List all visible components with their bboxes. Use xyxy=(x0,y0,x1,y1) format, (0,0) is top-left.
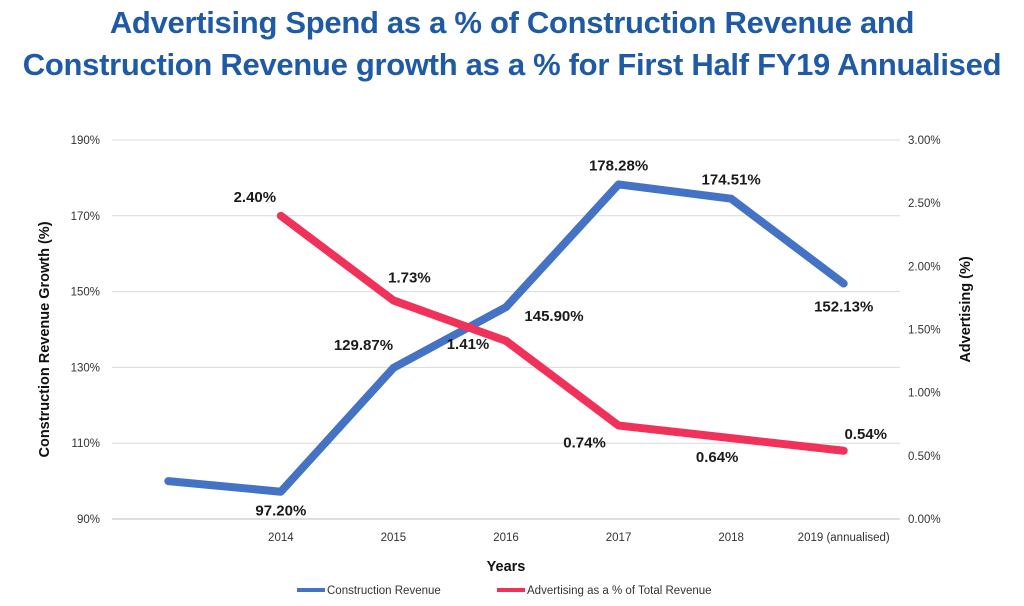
gridlines xyxy=(112,139,900,520)
x-axis-tick-label: 2016 xyxy=(493,532,519,544)
chart-title-line-2: Construction Revenue growth as a % for F… xyxy=(22,47,1002,82)
right-axis-tick-label: 1.00% xyxy=(908,388,941,400)
right-axis-title: Advertising (%) xyxy=(958,256,974,363)
data-labels: 97.20% 129.87% 145.90% 178.28% 174.51% 152.13… xyxy=(234,157,887,519)
legend: Construction Revenue Advertising as a % o… xyxy=(297,585,712,597)
legend-label: Construction Revenue xyxy=(327,585,441,597)
chart-title: Advertising Spend as a % of Construction… xyxy=(0,2,1024,86)
series-lines xyxy=(164,180,848,496)
data-label: 1.41% xyxy=(447,336,490,353)
data-label: 2.40% xyxy=(234,189,277,206)
data-label: 129.87% xyxy=(334,337,393,354)
left-axis-tick-label: 170% xyxy=(71,211,100,223)
data-label: 97.20% xyxy=(255,503,306,520)
right-axis-tick-label: 2.50% xyxy=(908,198,941,210)
data-label: 178.28% xyxy=(589,157,648,174)
data-label: 152.13% xyxy=(814,299,873,316)
left-axis-tick-label: 130% xyxy=(71,362,100,374)
data-label: 145.90% xyxy=(524,308,583,325)
legend-label: Advertising as a % of Total Revenue xyxy=(527,585,712,597)
left-axis-tick-label: 150% xyxy=(71,287,100,299)
right-axis-tick-label: 0.00% xyxy=(908,514,941,526)
x-axis-title: Years xyxy=(487,559,526,575)
x-axis-tick-label: 2015 xyxy=(381,532,407,544)
data-label: 0.64% xyxy=(696,449,739,466)
x-axis-tick-label: 2017 xyxy=(606,532,632,544)
left-axis-tick-label: 90% xyxy=(77,514,100,526)
data-label: 1.73% xyxy=(388,269,431,286)
x-axis-tick-label: 2014 xyxy=(268,532,294,544)
right-axis-tick-label: 0.50% xyxy=(908,451,941,463)
data-label: 0.74% xyxy=(563,435,606,452)
x-axis-tick-label: 2018 xyxy=(718,532,744,544)
x-axis-ticks: 2014 2015 2016 2017 2018 2019 (annualised) xyxy=(268,532,890,544)
chart-title-line-1: Advertising Spend as a % of Construction… xyxy=(109,5,915,40)
series-line-advertising xyxy=(276,211,848,455)
left-axis-title: Construction Revenue Growth (%) xyxy=(37,221,53,457)
x-axis-tick-label: 2019 (annualised) xyxy=(798,532,890,544)
right-axis-tick-label: 2.00% xyxy=(908,261,941,273)
data-label: 174.51% xyxy=(702,172,761,189)
left-axis-tick-label: 110% xyxy=(71,438,100,450)
left-axis-tick-label: 190% xyxy=(71,135,100,147)
right-axis-tick-label: 1.50% xyxy=(908,325,941,337)
left-axis-ticks: 90% 110% 130% 150% 170% 190% xyxy=(71,135,100,526)
right-axis-ticks: 0.00% 0.50% 1.00% 1.50% 2.00% 2.50% 3.00% xyxy=(908,135,941,526)
data-label: 0.54% xyxy=(844,426,887,443)
right-axis-tick-label: 3.00% xyxy=(908,135,941,147)
